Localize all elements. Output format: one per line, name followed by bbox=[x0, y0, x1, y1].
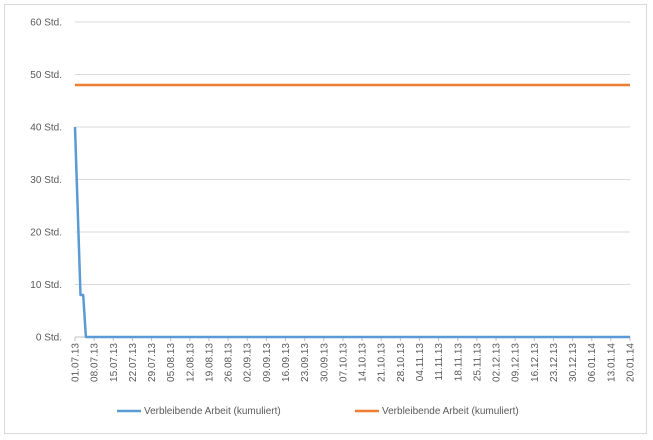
x-tick-label: 13.01.14 bbox=[606, 343, 617, 382]
legend-label-0: Verbleibende Arbeit (kumuliert) bbox=[144, 406, 281, 417]
x-tick-label: 09.09.13 bbox=[262, 343, 273, 382]
y-tick-label: 40 Std. bbox=[30, 123, 62, 134]
y-tick-label: 50 Std. bbox=[30, 70, 62, 81]
series-line-0 bbox=[73, 126, 630, 339]
x-tick-label: 02.12.13 bbox=[492, 343, 503, 382]
x-tick-label: 18.11.13 bbox=[453, 343, 464, 382]
legend-label-1: Verbleibende Arbeit (kumuliert) bbox=[382, 406, 519, 417]
x-tick-label: 12.08.13 bbox=[185, 343, 196, 382]
y-tick-label: 10 Std. bbox=[30, 280, 62, 291]
x-tick-label: 20.01.14 bbox=[626, 343, 637, 382]
y-axis: 0 Std. 10 Std. 20 Std. 30 Std. 40 Std. 50 Std… bbox=[30, 18, 62, 344]
x-tick-label: 30.09.13 bbox=[319, 343, 330, 382]
x-tick-label: 02.09.13 bbox=[243, 343, 254, 382]
legend: Verbleibende Arbeit (kumuliert) Verbleib… bbox=[117, 406, 519, 417]
x-tick-label: 23.12.13 bbox=[549, 343, 560, 382]
y-tick-label: 30 Std. bbox=[30, 175, 62, 186]
x-tick-label: 28.10.13 bbox=[396, 343, 407, 382]
chart-frame bbox=[4, 4, 647, 434]
x-tick-label: 06.01.14 bbox=[587, 343, 598, 382]
x-tick-label: 26.08.13 bbox=[224, 343, 235, 382]
x-tick-label: 29.07.13 bbox=[147, 343, 158, 382]
y-tick-label: 0 Std. bbox=[36, 333, 62, 344]
x-tick-label: 08.07.13 bbox=[90, 343, 101, 382]
y-tick-label: 60 Std. bbox=[30, 18, 62, 29]
gridlines bbox=[75, 21, 630, 338]
x-tick-label: 14.10.13 bbox=[358, 343, 369, 382]
x-tick-label: 09.12.13 bbox=[511, 343, 522, 382]
x-tick-label: 21.10.13 bbox=[377, 343, 388, 382]
x-tick-label: 16.09.13 bbox=[281, 343, 292, 382]
x-tick-label: 01.07.13 bbox=[71, 343, 82, 382]
x-tick-label: 07.10.13 bbox=[338, 343, 349, 382]
x-tick-label: 22.07.13 bbox=[128, 343, 139, 382]
x-tick-label: 15.07.13 bbox=[109, 343, 120, 382]
x-tick-label: 11.11.13 bbox=[434, 343, 445, 381]
plot-area bbox=[73, 83, 630, 339]
x-axis: 01.07.13 08.07.13 15.07.13 22.07.13 29.07.13… bbox=[71, 337, 637, 382]
x-tick-label: 25.11.13 bbox=[472, 343, 483, 382]
y-tick-label: 20 Std. bbox=[30, 228, 62, 239]
x-tick-label: 05.08.13 bbox=[166, 343, 177, 382]
x-tick-label: 23.09.13 bbox=[300, 343, 311, 382]
x-tick-label: 30.12.13 bbox=[568, 343, 579, 382]
x-tick-label: 19.08.13 bbox=[204, 343, 215, 382]
x-tick-label: 04.11.13 bbox=[415, 343, 426, 382]
x-tick-label: 16.12.13 bbox=[530, 343, 541, 382]
